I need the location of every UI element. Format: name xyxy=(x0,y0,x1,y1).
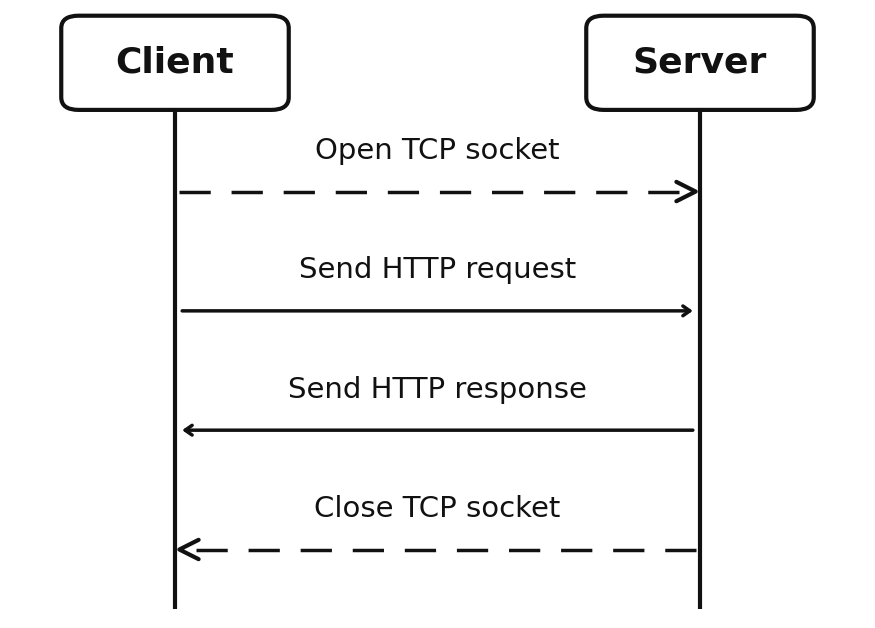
Text: Server: Server xyxy=(633,46,767,80)
FancyBboxPatch shape xyxy=(61,16,289,110)
Text: Open TCP socket: Open TCP socket xyxy=(315,137,560,165)
FancyBboxPatch shape xyxy=(586,16,814,110)
Text: Send HTTP response: Send HTTP response xyxy=(288,376,587,404)
Text: Close TCP socket: Close TCP socket xyxy=(314,495,561,523)
Text: Client: Client xyxy=(116,46,234,80)
Text: Send HTTP request: Send HTTP request xyxy=(299,256,576,284)
